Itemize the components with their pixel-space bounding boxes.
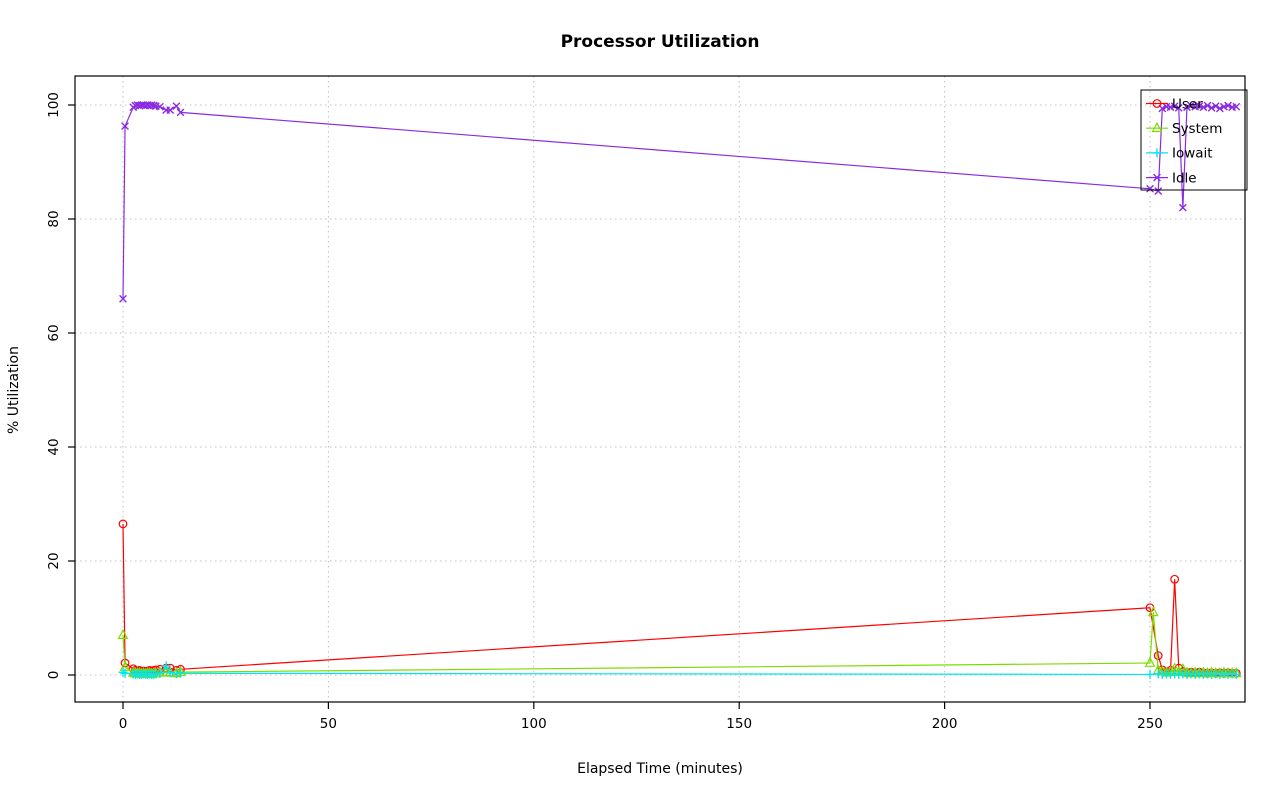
gridlines	[75, 76, 1245, 702]
svg-text:20: 20	[46, 552, 62, 569]
axis-ticks	[68, 104, 1151, 709]
svg-text:250: 250	[1137, 716, 1163, 732]
legend-label-system: System	[1172, 121, 1222, 137]
svg-text:80: 80	[46, 210, 62, 227]
series-iowait	[118, 661, 1241, 679]
svg-text:100: 100	[521, 716, 547, 732]
plot-box	[74, 75, 1246, 703]
svg-text:40: 40	[46, 438, 62, 455]
svg-text:60: 60	[46, 324, 62, 341]
series-user	[118, 519, 1241, 678]
chart-title: Processor Utilization	[560, 32, 760, 52]
svg-text:0: 0	[46, 671, 62, 680]
legend-label-iowait: Iowait	[1172, 146, 1213, 162]
series-system	[117, 606, 1242, 678]
legend-label-idle: Idle	[1172, 170, 1197, 186]
legend-label-user: User	[1172, 96, 1203, 112]
axis-tick-labels: 0 50 100 150 200 250 0 20 40 60 80 100	[46, 92, 1163, 732]
svg-text:150: 150	[726, 716, 752, 732]
svg-text:0: 0	[119, 716, 128, 732]
x-axis-label: Elapsed Time (minutes)	[577, 761, 743, 777]
series-idle	[119, 101, 1241, 303]
legend: User System Iowait Idle	[1140, 89, 1248, 191]
svg-text:50: 50	[320, 716, 337, 732]
y-axis-label: % Utilization	[6, 346, 22, 434]
svg-text:100: 100	[46, 92, 62, 118]
svg-text:200: 200	[932, 716, 958, 732]
